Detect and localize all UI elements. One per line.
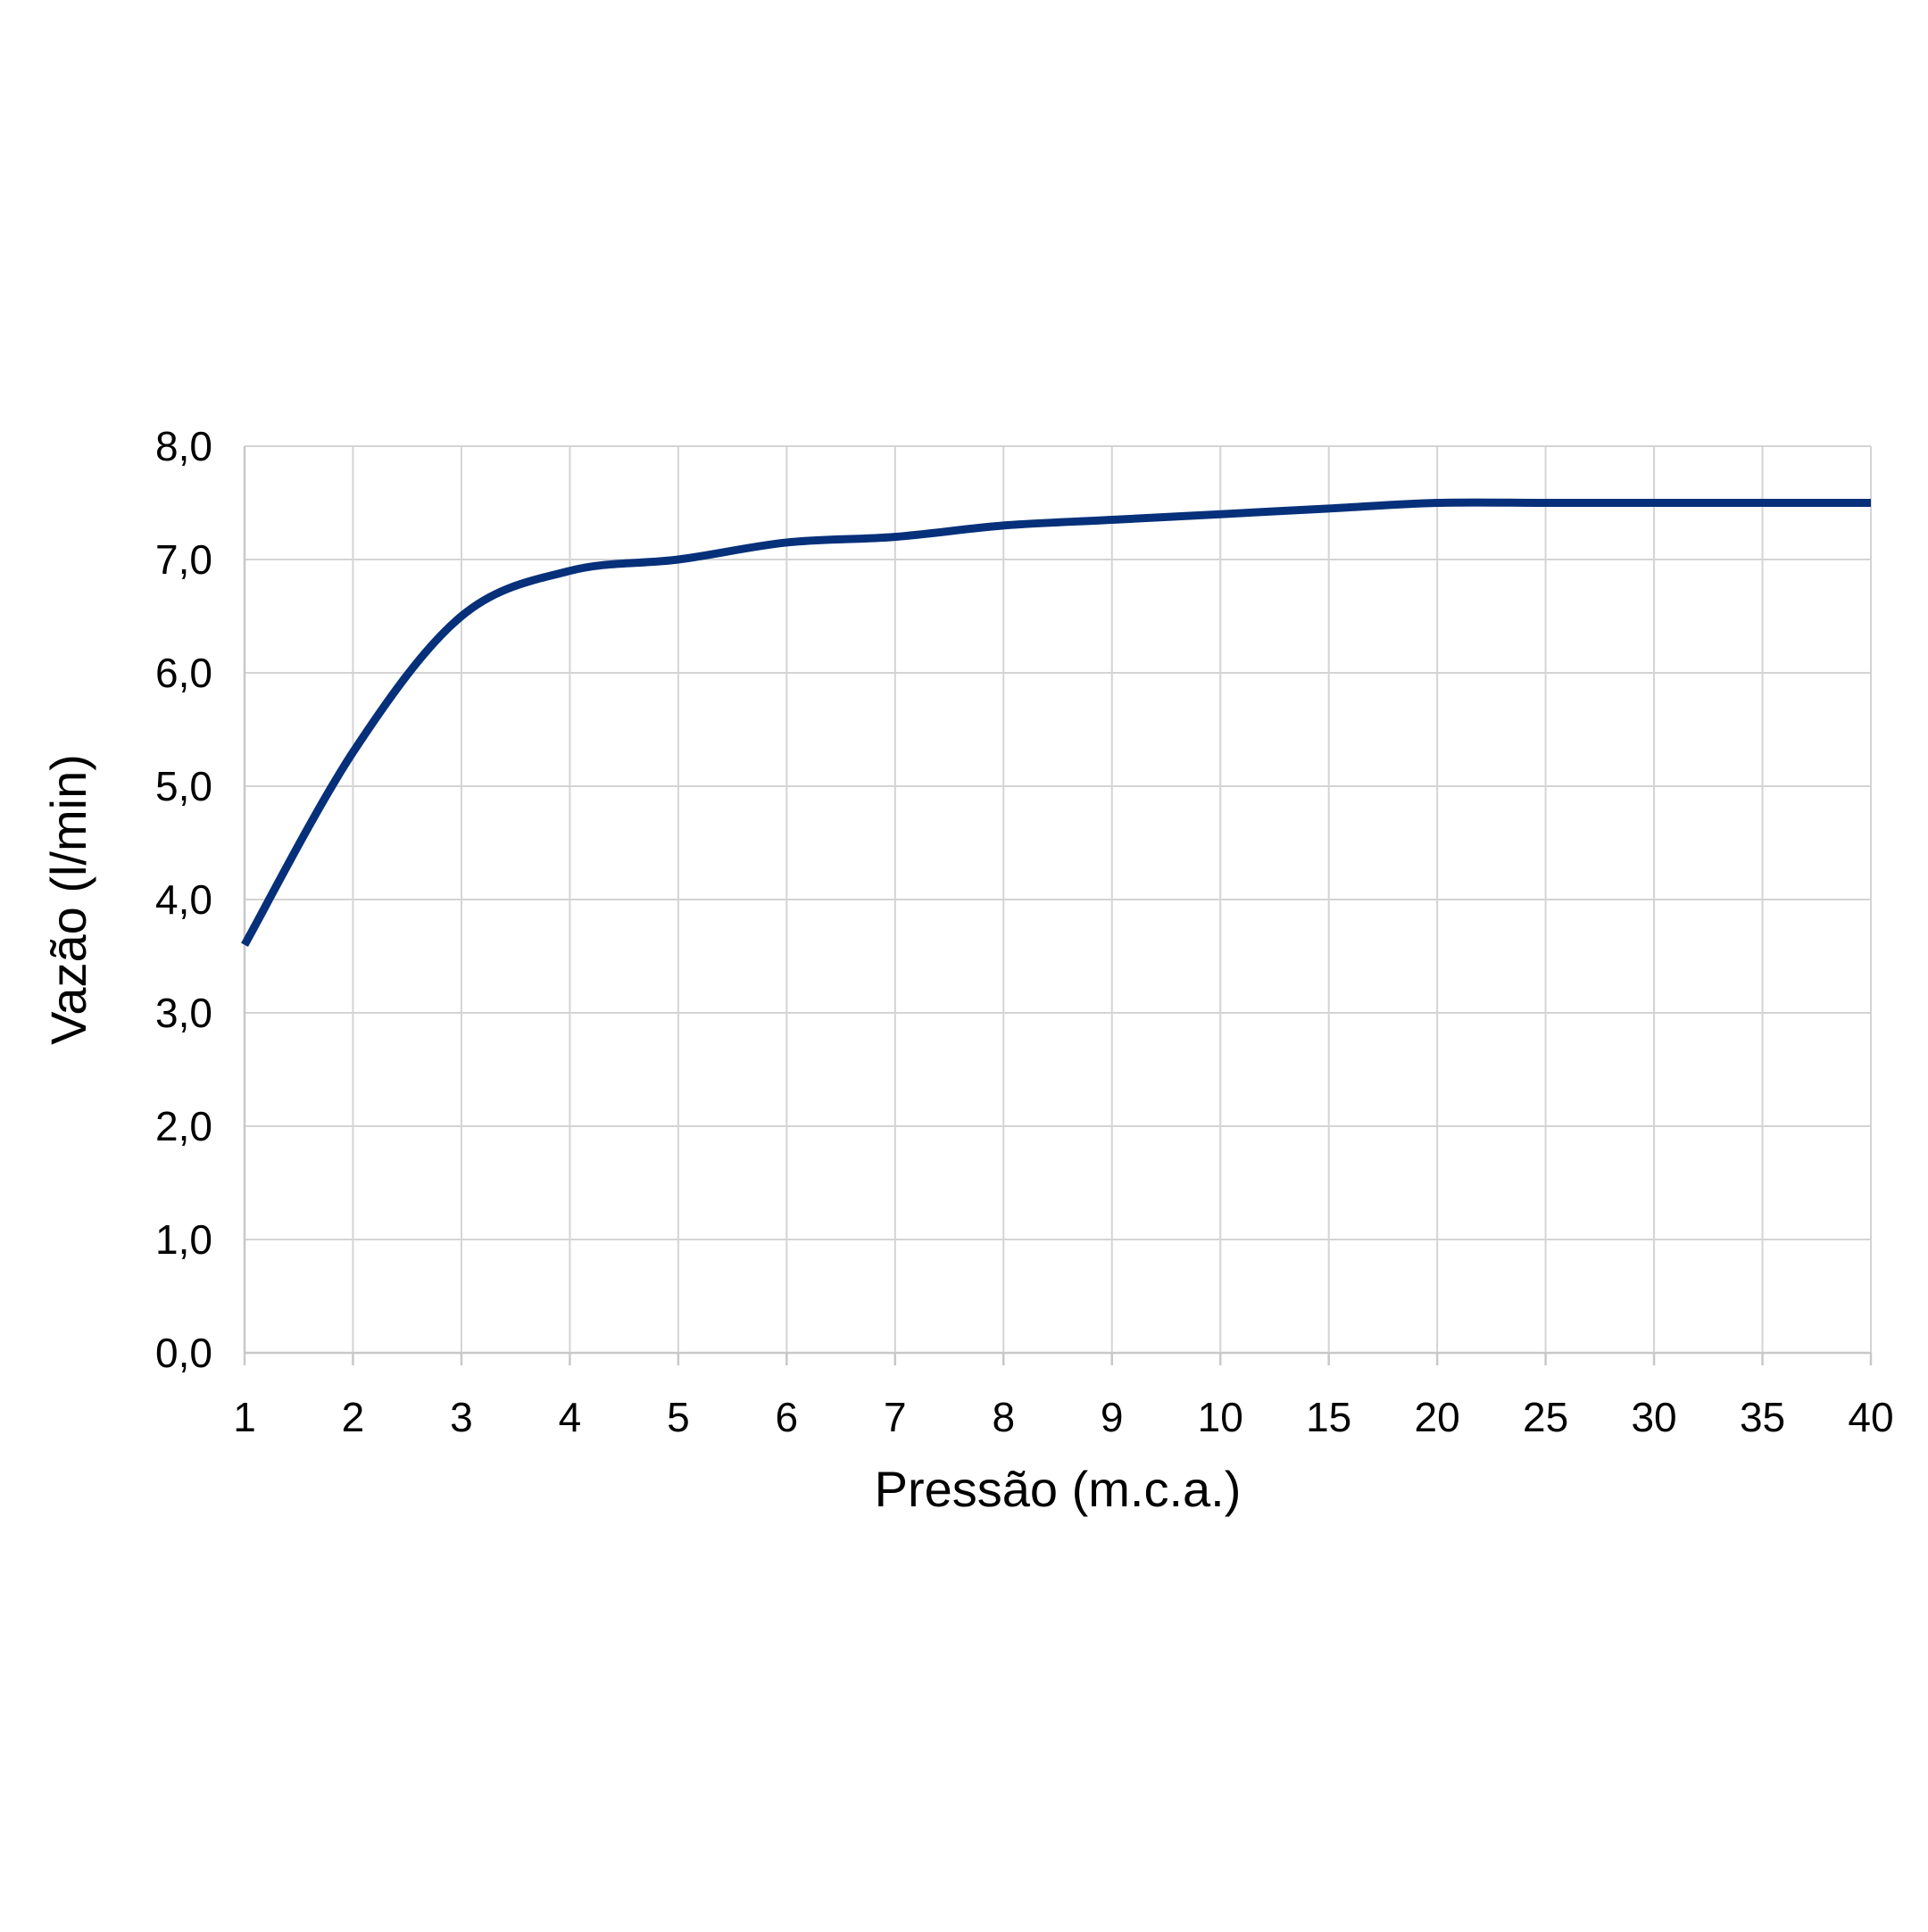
y-tick-label: 5,0 [155,763,212,809]
x-axis-title: Pressão (m.c.a.) [875,1461,1242,1517]
y-tick-label: 3,0 [155,990,212,1036]
x-tick-label: 2 [342,1394,365,1440]
grid [245,445,1872,1353]
x-tick-label: 4 [559,1394,582,1440]
x-tick-label: 35 [1740,1394,1785,1440]
y-axis-title: Vazão (l/min) [40,754,96,1045]
x-tick-label: 8 [992,1394,1015,1440]
y-tick-label: 0,0 [155,1330,212,1376]
y-tick-label: 6,0 [155,650,212,696]
x-tick-label: 10 [1198,1394,1243,1440]
y-tick-label: 7,0 [155,536,212,583]
y-tick-label: 4,0 [155,876,212,923]
x-tick-label: 9 [1101,1394,1124,1440]
y-tick-label: 2,0 [155,1103,212,1149]
x-tick-label: 20 [1415,1394,1460,1440]
x-tick-label: 40 [1848,1394,1893,1440]
x-tick-label: 3 [450,1394,473,1440]
x-tick-label: 15 [1306,1394,1351,1440]
x-tick-label: 5 [667,1394,690,1440]
x-tick-label: 7 [884,1394,907,1440]
x-tick-label: 1 [233,1394,256,1440]
x-tick-label: 30 [1631,1394,1676,1440]
series-layer [241,498,1871,948]
x-tick-label: 25 [1523,1394,1568,1440]
y-tick-label: 8,0 [155,423,212,469]
x-tick-label: 6 [776,1394,799,1440]
axes [243,446,1873,1365]
series-line-0 [241,498,1871,948]
tick-labels: 0,0 1,0 2,0 3,0 4,0 5,0 6,0 7,0 8,0 1 2 3 4 5 6 7 8 9 10 15… [155,423,1894,1440]
y-tick-label: 1,0 [155,1216,212,1263]
